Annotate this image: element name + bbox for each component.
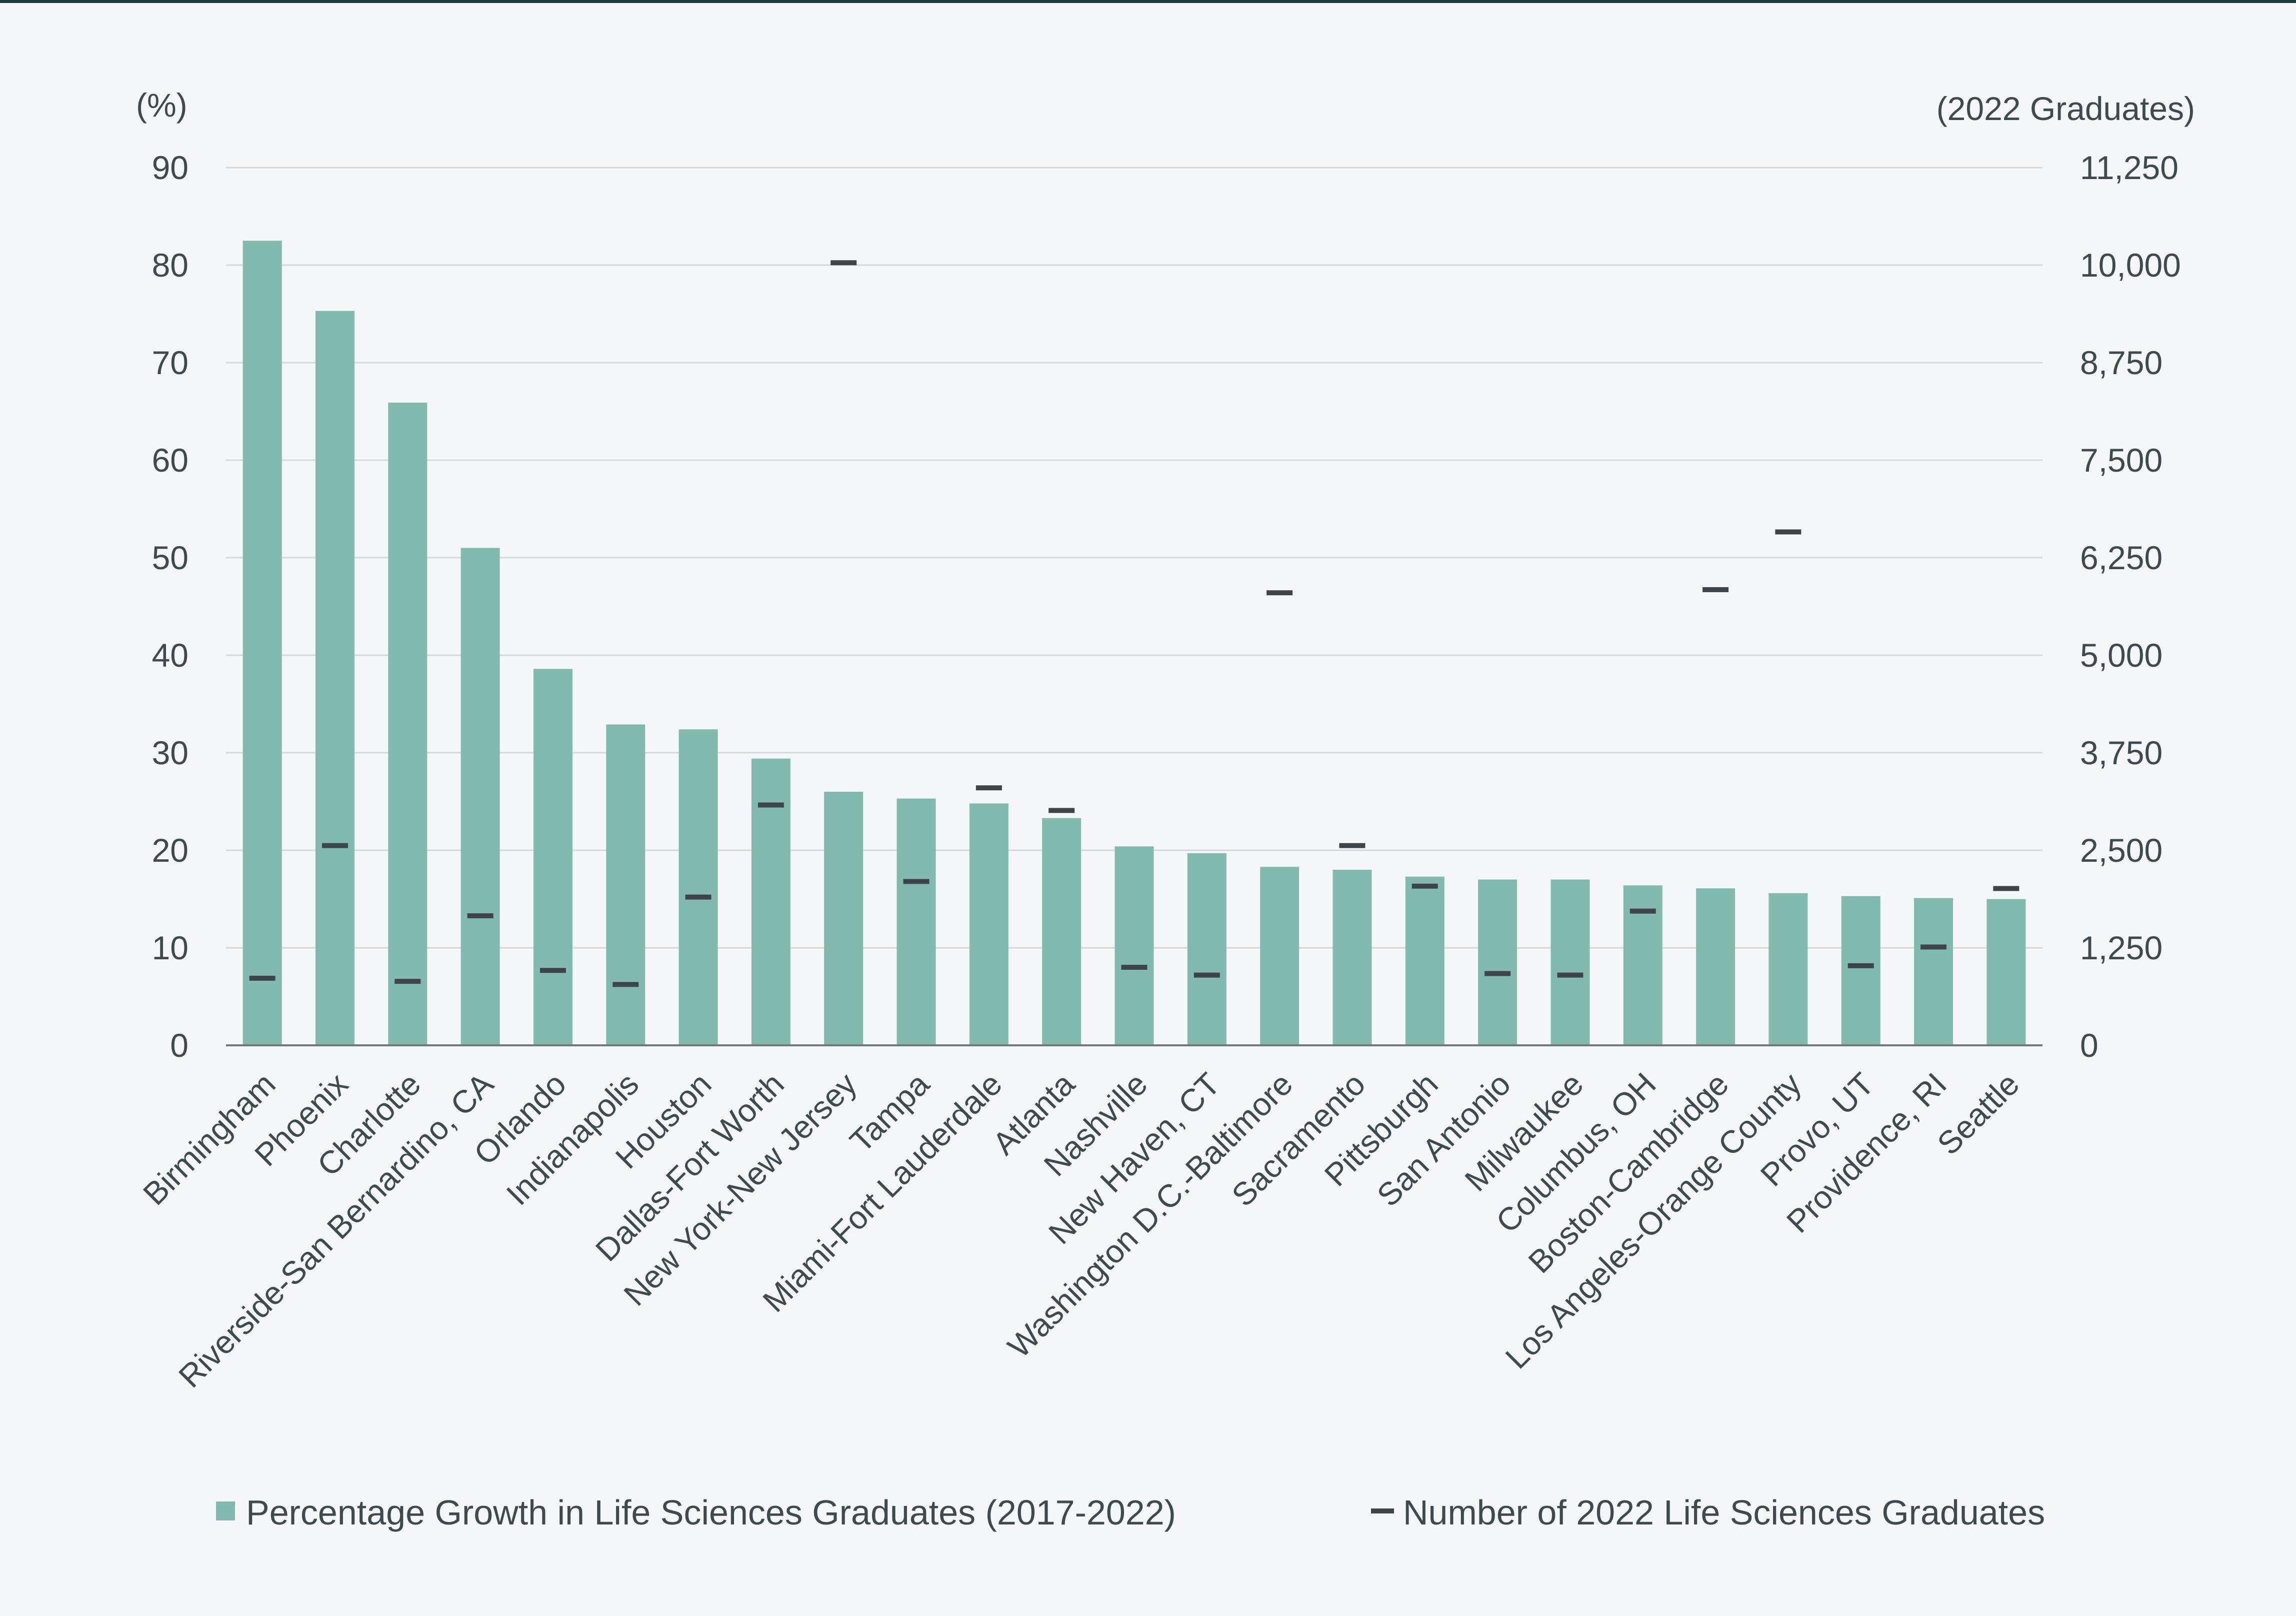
graduates-marker <box>1557 972 1584 978</box>
graduates-marker <box>540 968 566 973</box>
legend-bar-swatch <box>216 1501 235 1520</box>
bar <box>533 669 572 1045</box>
bar <box>388 402 428 1046</box>
bar <box>1841 896 1880 1045</box>
bar <box>1986 899 2026 1045</box>
right-tick-label: 3,750 <box>2080 734 2162 771</box>
legend: Percentage Growth in Life Sciences Gradu… <box>216 1493 2045 1532</box>
left-tick-label: 20 <box>152 832 188 869</box>
bar <box>1260 867 1300 1045</box>
bar <box>242 241 282 1045</box>
bar <box>678 729 718 1045</box>
graduates-marker <box>1920 944 1947 950</box>
bar-series <box>242 241 2026 1046</box>
right-tick-label: 8,750 <box>2080 344 2162 381</box>
right-tick-label: 10,000 <box>2080 247 2181 284</box>
right-tick-label: 11,250 <box>2080 149 2178 186</box>
graduates-marker <box>1194 972 1220 978</box>
legend-label-growth: Percentage Growth in Life Sciences Gradu… <box>246 1493 1176 1532</box>
bar <box>896 798 936 1045</box>
graduates-marker <box>1339 843 1366 848</box>
left-tick-label: 30 <box>152 734 188 771</box>
bar <box>1768 893 1808 1045</box>
left-tick-label: 0 <box>170 1027 188 1064</box>
left-tick-label: 40 <box>152 637 188 674</box>
graduates-marker <box>249 975 276 981</box>
graduates-marker <box>1484 971 1511 976</box>
graduates-marker <box>903 879 930 884</box>
graduates-marker <box>1993 886 2020 891</box>
graduates-marker <box>1702 587 1729 592</box>
left-tick-label: 90 <box>152 149 188 186</box>
bar <box>315 311 354 1045</box>
graduates-marker <box>1412 883 1438 889</box>
marker-series <box>249 260 2020 987</box>
left-tick-label: 70 <box>152 344 188 381</box>
graduates-marker <box>612 982 639 987</box>
bar <box>969 803 1008 1045</box>
graduates-marker <box>467 913 494 919</box>
bar <box>1114 846 1154 1045</box>
left-tick-label: 10 <box>152 929 188 966</box>
graduates-marker <box>976 785 1002 791</box>
graduates-marker <box>1775 529 1802 535</box>
graduates-marker <box>1848 963 1874 968</box>
graduates-marker <box>685 894 712 900</box>
legend-marker-swatch <box>1371 1508 1394 1513</box>
graduates-marker <box>322 843 348 848</box>
bar <box>1187 853 1226 1045</box>
right-tick-label: 2,500 <box>2080 832 2162 869</box>
graduates-marker <box>394 979 421 984</box>
category-label: Seattle <box>1930 1066 2026 1162</box>
left-tick-label: 50 <box>152 539 188 576</box>
graduates-marker <box>830 260 857 266</box>
top-rule <box>0 0 2296 3</box>
bar <box>1696 888 1736 1045</box>
bar <box>1550 879 1590 1045</box>
left-tick-label: 80 <box>152 247 188 284</box>
bar <box>1405 876 1444 1045</box>
right-tick-label: 0 <box>2080 1027 2098 1064</box>
right-tick-label: 1,250 <box>2080 929 2162 966</box>
right-tick-label: 5,000 <box>2080 637 2162 674</box>
bar <box>460 548 500 1045</box>
bar <box>1332 870 1372 1045</box>
graduates-marker <box>1266 590 1293 596</box>
left-axis-unit-label: (%) <box>136 87 188 124</box>
right-axis-unit-label: (2022 Graduates) <box>1936 90 2195 127</box>
bar <box>1478 879 1518 1045</box>
legend-label-graduates: Number of 2022 Life Sciences Graduates <box>1403 1493 2045 1532</box>
bar <box>751 758 790 1045</box>
bar <box>606 724 646 1045</box>
graduates-marker <box>1121 965 1148 970</box>
grid-lines <box>226 167 2042 949</box>
left-tick-label: 60 <box>152 442 188 479</box>
axes: 0 0 10 1,250 20 2,500 30 3,750 40 5,000 50 6,250 60 7… <box>136 149 2181 1394</box>
graduates-marker <box>1048 808 1075 813</box>
right-tick-label: 6,250 <box>2080 539 2162 576</box>
right-tick-label: 7,500 <box>2080 442 2162 479</box>
bar <box>824 792 864 1045</box>
bar <box>1042 818 1082 1045</box>
graduates-marker <box>758 802 784 808</box>
bar <box>1914 898 1954 1045</box>
graduates-marker <box>1630 908 1656 914</box>
